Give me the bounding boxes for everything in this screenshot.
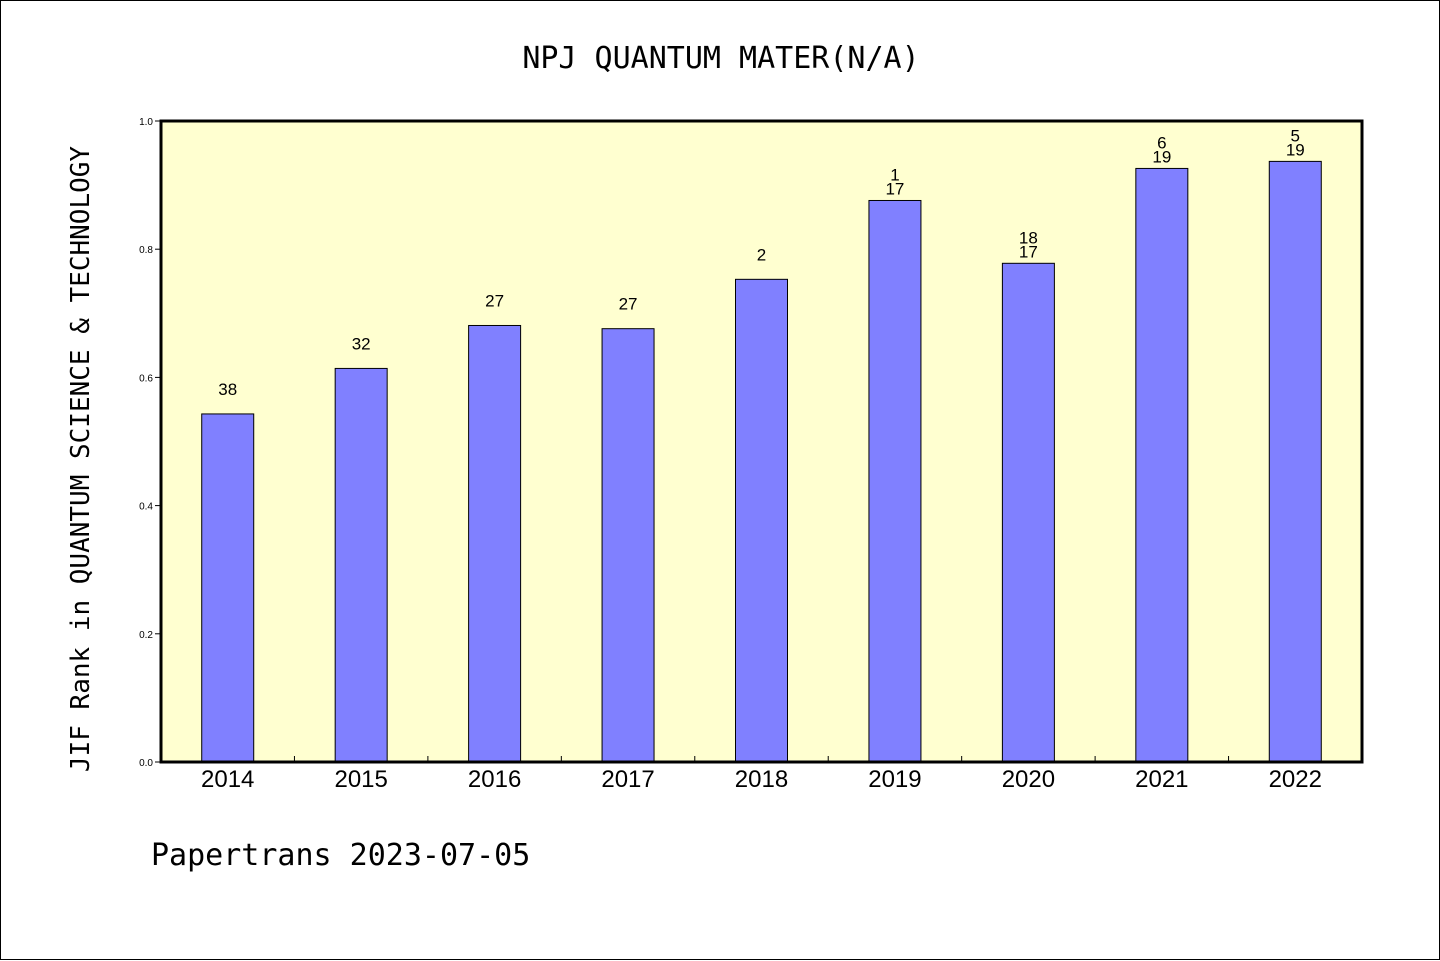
y-tick-label: 1.0 [139,117,153,128]
bar-2016 [468,324,522,763]
x-tick-label: 2014 [201,766,254,793]
y-tick-label: 0.2 [139,630,153,641]
bar-data-label: 6 [1157,133,1166,152]
bar-data-label: 17 [1019,242,1038,261]
bar-2021 [1135,167,1189,763]
bar-data-label: 5 [1291,126,1300,145]
bar-2019 [868,199,922,763]
bar-data-label: 18 [1019,228,1038,247]
bar-data-label: 19 [1152,147,1171,166]
x-tick-label: 2019 [868,766,921,793]
x-tick-label: 2017 [601,766,654,793]
bar-data-label: 19 [1286,140,1305,159]
bar-data-label: 2 [757,245,766,264]
bar-data-label: 27 [485,291,504,310]
x-tick-label: 2018 [735,766,788,793]
x-axis: 2014 2015 2016 2017 2018 2019 2020 2021 2022 [201,756,1322,793]
bar-data-label: 27 [619,295,638,314]
y-tick-label: 0.8 [139,245,153,256]
bar-data-label: 38 [218,380,237,399]
bar-data-label: 17 [885,179,904,198]
x-tick-label: 2015 [334,766,387,793]
bar-2018 [735,278,788,763]
bar-2014 [201,413,255,763]
x-tick-label: 2020 [1002,766,1055,793]
bars-group [201,160,1322,763]
plot-border [159,119,1364,764]
y-axis-label: JIF Rank in QUANTUM SCIENCE & TECHNOLOGY [66,146,96,772]
y-tick-label: 0.6 [139,373,153,384]
bar-2015 [334,367,388,763]
footer-credit: Papertrans 2023-07-05 [151,838,530,873]
x-tick-label: 2016 [468,766,521,793]
y-tick-label: 0.4 [139,502,153,513]
bar-2020 [1001,262,1055,763]
bar-2022 [1268,160,1322,763]
bar-data-label: 32 [352,334,371,353]
chart-title: NPJ QUANTUM MATER(N/A) [522,41,919,76]
bar-2017 [601,328,655,763]
bar-data-label: 1 [890,165,899,184]
y-axis: 0.0 0.2 0.4 0.6 0.8 1.0 [139,117,161,769]
x-tick-label: 2022 [1269,766,1322,793]
y-tick-label: 0.0 [139,758,153,769]
x-tick-label: 2021 [1135,766,1188,793]
